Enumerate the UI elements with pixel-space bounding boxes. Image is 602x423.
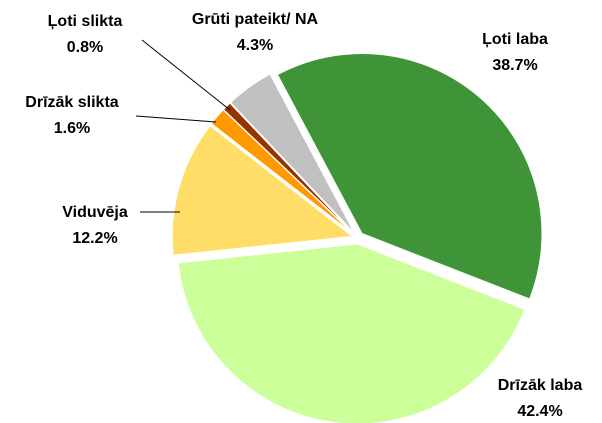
leader-line <box>141 39 231 111</box>
leader-line <box>135 115 217 123</box>
slice-label: Ļoti laba <box>482 31 548 48</box>
slice-label: Viduvēja <box>62 204 128 221</box>
slice-label: Drīzāk slikta <box>25 94 118 111</box>
slice-value-label: 12.2% <box>72 230 117 247</box>
pie-slice <box>222 102 355 235</box>
pie-slice <box>177 243 526 423</box>
pie-slice <box>229 73 355 234</box>
slice-label: Ļoti slikta <box>48 13 123 30</box>
slice-value-label: 1.6% <box>54 120 90 137</box>
slice-value-label: 42.4% <box>517 403 562 420</box>
pie-slice <box>171 125 354 256</box>
slice-value-label: 0.8% <box>67 39 103 56</box>
slice-label: Grūti pateikt/ NA <box>192 11 319 28</box>
slice-label: Drīzāk laba <box>498 377 583 394</box>
slice-value-label: 38.7% <box>492 57 537 74</box>
pie-slice <box>276 53 543 300</box>
slice-value-label: 4.3% <box>237 37 273 54</box>
